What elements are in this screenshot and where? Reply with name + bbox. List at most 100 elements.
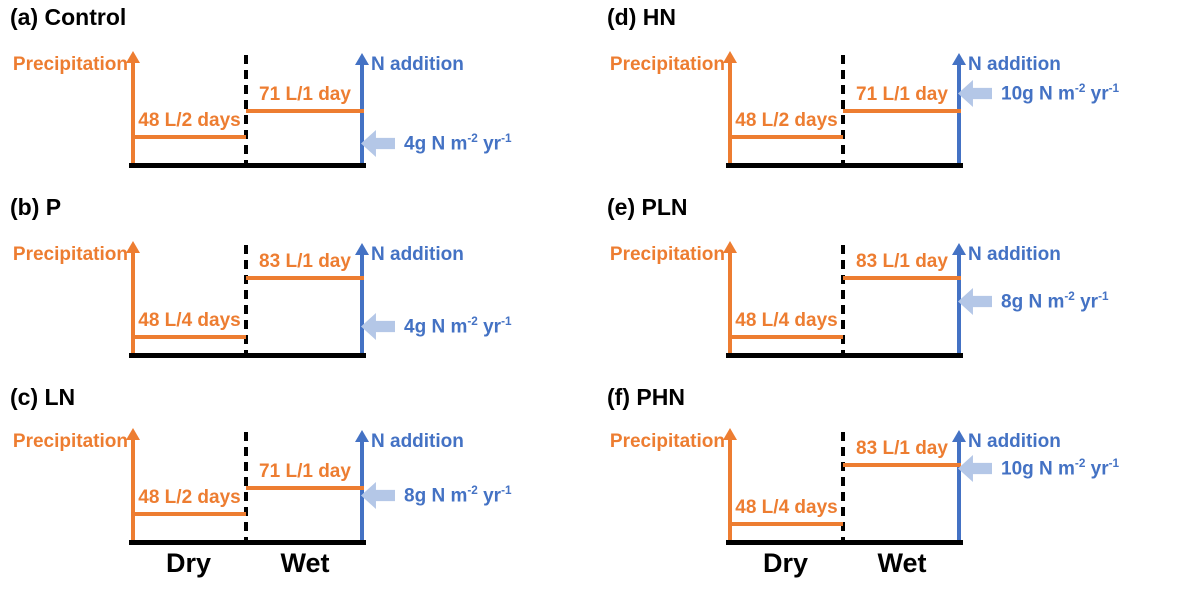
- up-arrowhead-icon: [952, 53, 966, 65]
- up-arrowhead-icon: [126, 428, 140, 440]
- precipitation-axis: [126, 241, 140, 353]
- n-rate-label: 8g N m-2 yr-1: [1001, 289, 1109, 313]
- n-addition-axis-label: N addition: [968, 54, 1061, 75]
- up-arrowhead-icon: [355, 53, 369, 65]
- up-arrowhead-icon: [952, 243, 966, 255]
- up-arrowhead-icon: [723, 428, 737, 440]
- dry-precipitation-level: 48 L/4 days: [730, 310, 843, 339]
- dry-level-line: [133, 335, 246, 339]
- precipitation-axis-label: Precipitation: [12, 244, 128, 265]
- dry-level-line: [730, 335, 843, 339]
- precipitation-axis-label: Precipitation: [609, 54, 725, 75]
- up-arrowhead-icon: [723, 241, 737, 253]
- wet-rate-label: 83 L/1 day: [856, 251, 948, 272]
- wet-precipitation-level: 71 L/1 day: [246, 461, 364, 490]
- dry-rate-label: 48 L/2 days: [138, 110, 241, 131]
- panel-hn: (d) HN Precipitation N addition 48 L/2 d…: [597, 0, 1194, 190]
- n-addition-axis-label: N addition: [371, 54, 464, 75]
- dry-precipitation-level: 48 L/2 days: [730, 110, 843, 139]
- x-axis-line: [129, 163, 366, 168]
- n-addition-rate: 8g N m-2 yr-1: [361, 482, 512, 509]
- n-addition-axis-label: N addition: [968, 431, 1061, 452]
- treatment-diagram: Precipitation N addition 48 L/4 days 83 …: [597, 238, 1194, 358]
- x-label-wet: Wet: [877, 548, 927, 578]
- n-addition-axis: [355, 243, 369, 353]
- panel-p: (b) P Precipitation N addition 48 L/4 da…: [0, 190, 597, 380]
- wet-level-line: [246, 276, 364, 280]
- dry-level-line: [730, 135, 843, 139]
- precipitation-axis: [126, 51, 140, 163]
- left-block-arrow-icon: [361, 313, 395, 340]
- n-addition-axis: [952, 243, 966, 353]
- x-axis-line: [726, 353, 963, 358]
- n-rate-label: 10g N m-2 yr-1: [1001, 456, 1120, 480]
- n-rate-label: 4g N m-2 yr-1: [404, 131, 512, 155]
- precipitation-axis: [723, 51, 737, 163]
- dry-level-line: [730, 522, 843, 526]
- left-block-arrow-icon: [361, 130, 395, 157]
- treatment-diagram: Precipitation N addition 48 L/4 days 83 …: [597, 425, 1194, 545]
- n-addition-axis: [355, 430, 369, 540]
- panel-phn: (f) PHN Precipitation N addition 48 L/4 …: [597, 380, 1194, 595]
- precipitation-axis-label: Precipitation: [609, 244, 725, 265]
- wet-precipitation-level: 83 L/1 day: [246, 251, 364, 280]
- n-addition-axis: [952, 430, 966, 540]
- wet-rate-label: 71 L/1 day: [856, 84, 948, 105]
- n-rate-label: 4g N m-2 yr-1: [404, 314, 512, 338]
- panel-title: (e) PLN: [607, 194, 688, 220]
- panel-title: (f) PHN: [607, 384, 685, 410]
- wet-rate-label: 83 L/1 day: [856, 438, 948, 459]
- n-rate-label: 8g N m-2 yr-1: [404, 483, 512, 507]
- left-block-arrow-icon: [958, 288, 992, 315]
- dry-rate-label: 48 L/2 days: [735, 110, 838, 131]
- panel-control: (a) Control Precipitation N addition 48 …: [0, 0, 597, 190]
- wet-level-line: [843, 463, 961, 467]
- x-label-dry: Dry: [165, 548, 212, 578]
- x-label-wet: Wet: [280, 548, 330, 578]
- panel-pln: (e) PLN Precipitation N addition 48 L/4 …: [597, 190, 1194, 380]
- dry-rate-label: 48 L/4 days: [138, 310, 241, 331]
- panel-title: (b) P: [10, 194, 62, 220]
- left-block-arrow-icon: [958, 80, 992, 107]
- precipitation-axis-label: Precipitation: [609, 431, 725, 452]
- wet-rate-label: 83 L/1 day: [259, 251, 351, 272]
- x-axis-line: [726, 163, 963, 168]
- n-addition-axis-label: N addition: [968, 244, 1061, 265]
- season-divider-dashed-line: [841, 432, 845, 540]
- n-addition-axis: [952, 53, 966, 163]
- panel-title: (d) HN: [607, 4, 676, 30]
- wet-level-line: [843, 276, 961, 280]
- x-axis-line: [726, 540, 963, 545]
- treatment-diagram: Precipitation N addition 48 L/2 days 71 …: [0, 48, 597, 168]
- wet-precipitation-level: 83 L/1 day: [843, 251, 961, 280]
- precipitation-axis: [723, 241, 737, 353]
- precipitation-axis: [723, 428, 737, 540]
- up-arrowhead-icon: [723, 51, 737, 63]
- season-divider-dashed-line: [841, 245, 845, 353]
- n-addition-axis: [355, 53, 369, 163]
- precipitation-axis-label: Precipitation: [12, 431, 128, 452]
- n-addition-axis-label: N addition: [371, 244, 464, 265]
- dry-precipitation-level: 48 L/4 days: [133, 310, 246, 339]
- dry-rate-label: 48 L/4 days: [735, 497, 838, 518]
- treatment-diagram: Precipitation N addition 48 L/2 days 71 …: [0, 425, 597, 545]
- dry-level-line: [133, 135, 246, 139]
- x-label-dry: Dry: [762, 548, 809, 578]
- wet-precipitation-level: 83 L/1 day: [843, 438, 961, 467]
- wet-rate-label: 71 L/1 day: [259, 84, 351, 105]
- dry-level-line: [133, 512, 246, 516]
- precipitation-axis-label: Precipitation: [12, 54, 128, 75]
- wet-level-line: [843, 109, 961, 113]
- wet-level-line: [246, 109, 364, 113]
- left-block-arrow-icon: [958, 455, 992, 482]
- panel-title: (c) LN: [10, 384, 76, 410]
- wet-level-line: [246, 486, 364, 490]
- up-arrowhead-icon: [952, 430, 966, 442]
- up-arrowhead-icon: [355, 243, 369, 255]
- panel-ln: (c) LN Precipitation N addition 48 L/2 d…: [0, 380, 597, 595]
- n-rate-label: 10g N m-2 yr-1: [1001, 81, 1120, 105]
- precipitation-axis: [126, 428, 140, 540]
- n-addition-axis-label: N addition: [371, 431, 464, 452]
- n-addition-rate: 8g N m-2 yr-1: [958, 288, 1109, 315]
